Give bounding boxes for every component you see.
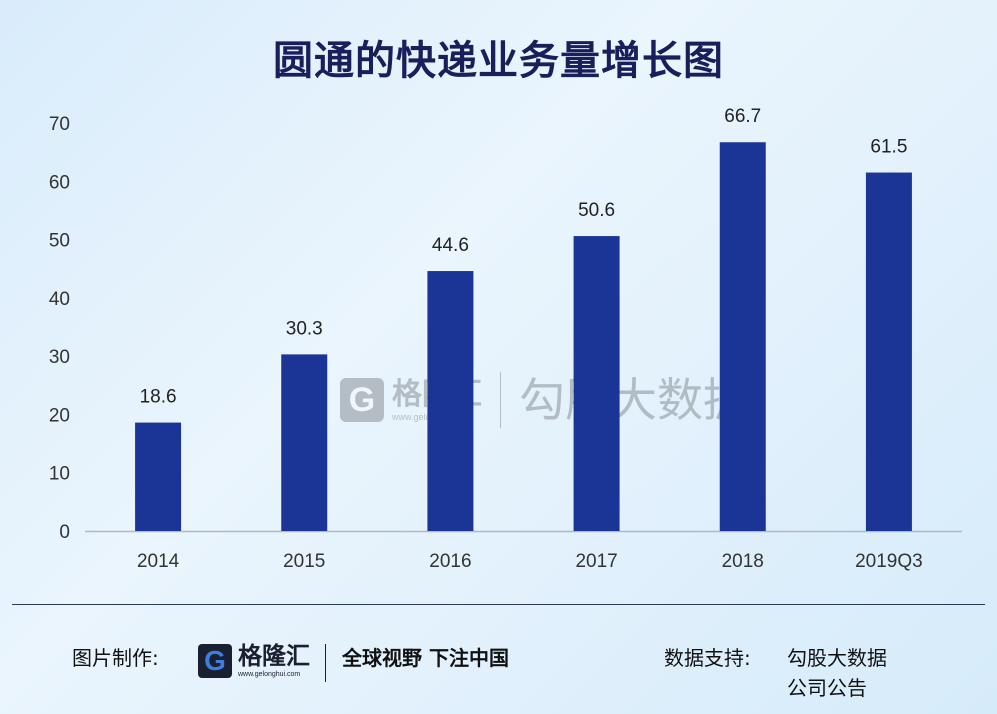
data-label: 44.6	[432, 235, 469, 256]
data-label: 61.5	[870, 137, 907, 158]
source-line-1: 勾股大数据	[787, 646, 887, 670]
slogan: 全球视野 下注中国	[342, 646, 509, 670]
bar-2018	[719, 142, 766, 531]
gelonghui-logo: G 格隆汇 www.gelonghui.com	[198, 642, 310, 679]
data-label: 30.3	[286, 318, 323, 339]
data-label: 66.7	[724, 106, 761, 127]
logo-name: 格隆汇	[238, 642, 310, 670]
x-tick-label: 2018	[722, 551, 764, 572]
source-label: 数据支持:	[664, 646, 751, 670]
x-tick-label: 2015	[283, 551, 325, 572]
logo-url: www.gelonghui.com	[238, 671, 301, 678]
y-tick-label: 10	[49, 464, 70, 485]
made-by-label: 图片制作:	[72, 646, 159, 670]
y-tick-label: 60	[49, 172, 70, 193]
y-tick-label: 50	[49, 231, 70, 252]
logo-separator	[325, 644, 326, 682]
y-tick-label: 70	[49, 114, 70, 135]
bar-2016	[427, 271, 474, 531]
source-line-2: 公司公告	[787, 676, 867, 700]
watermark-logo-icon: G	[340, 378, 384, 422]
logo-text-group: 格隆汇 www.gelonghui.com	[238, 642, 310, 679]
bar-2014	[135, 422, 182, 531]
x-tick-label: 2017	[575, 551, 617, 572]
bar-2019Q3	[865, 172, 912, 532]
x-tick-label: 2016	[429, 551, 471, 572]
y-tick-label: 40	[49, 289, 70, 310]
bar-2017	[573, 236, 620, 531]
y-tick-label: 0	[59, 522, 70, 543]
watermark-brand: 勾股大数据	[519, 373, 749, 427]
data-label: 18.6	[140, 387, 177, 408]
y-tick-label: 30	[49, 347, 70, 368]
chart-title: 圆通的快递业务量增长图	[273, 38, 724, 84]
footer-divider	[12, 604, 985, 605]
logo-g-icon: G	[198, 643, 232, 678]
x-tick-label: 2019Q3	[855, 551, 923, 572]
x-tick-label: 2014	[137, 551, 180, 572]
bar-2015	[281, 354, 328, 531]
data-label: 50.6	[578, 200, 615, 221]
bar-chart: 0 10 20 30 40 50 60 70 18.6 2014 30.3 2015 44.6 2016 5…	[49, 106, 962, 572]
y-tick-label: 20	[49, 405, 70, 426]
watermark-separator	[500, 372, 501, 428]
